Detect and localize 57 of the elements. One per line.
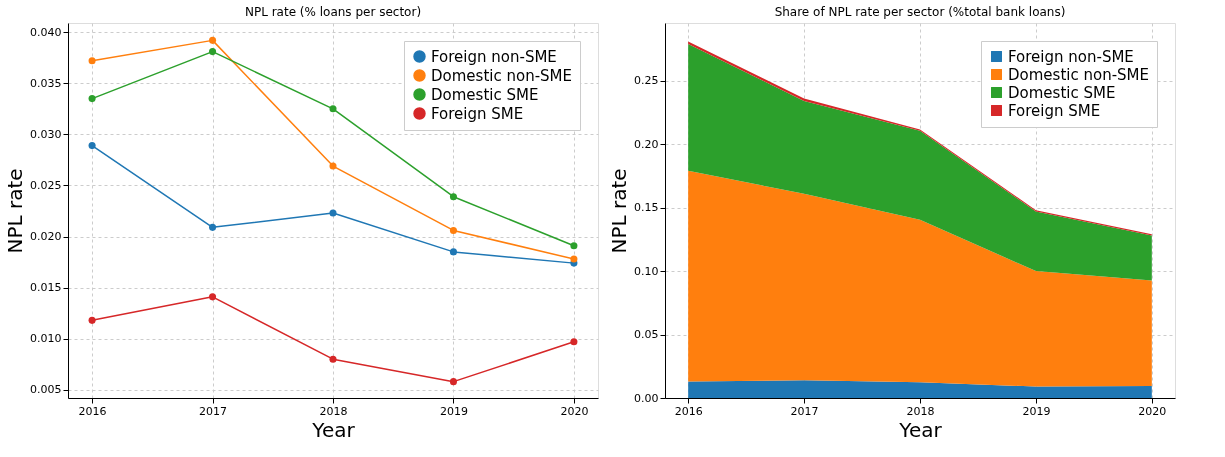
x-tick-label: 2019: [439, 404, 468, 418]
y-tick-label: 0.010: [30, 332, 62, 346]
y-tick-label: 0.015: [30, 281, 62, 295]
point: [449, 248, 457, 256]
y-tick-label: 0.05: [634, 328, 659, 342]
legend-label: Domestic SME: [431, 85, 539, 104]
point: [209, 36, 217, 44]
x-tick-label: 2018: [319, 404, 348, 418]
point: [449, 378, 457, 386]
y-tick-label: 0.030: [30, 127, 62, 141]
x-tick-label: 2020: [1138, 404, 1167, 418]
legend-label: Domestic SME: [1008, 83, 1116, 102]
point: [329, 162, 337, 170]
y-tick-label: 0.20: [634, 137, 659, 151]
legend-label: Foreign non-SME: [1008, 47, 1134, 66]
y-axis-title: NPL rate: [607, 168, 632, 254]
x-tick-label: 2016: [674, 404, 703, 418]
point: [449, 226, 457, 234]
legend-label: Foreign non-SME: [431, 47, 557, 66]
x-tick-label: 2016: [78, 404, 107, 418]
x-tick-label: 2017: [790, 404, 819, 418]
point: [329, 105, 337, 113]
legend-label: Foreign SME: [1008, 101, 1101, 120]
point: [88, 316, 96, 324]
y-tick-label: 0.00: [634, 391, 659, 405]
point: [209, 293, 217, 301]
x-tick-label: 2018: [906, 404, 935, 418]
x-tick-label: 2020: [560, 404, 589, 418]
chart-title: NPL rate (% loans per sector): [244, 5, 422, 19]
x-axis-title: Year: [898, 417, 943, 442]
chart-title: Share of NPL rate per sector (%total bank loans): [774, 5, 1066, 19]
y-tick-label: 0.025: [30, 178, 62, 192]
point: [88, 57, 96, 65]
point: [88, 142, 96, 150]
x-tick-label: 2017: [199, 404, 228, 418]
point: [570, 255, 578, 263]
point: [570, 242, 578, 250]
legend-label: Foreign SME: [431, 104, 524, 123]
legend-label: Domestic non-SME: [1008, 65, 1149, 84]
point: [570, 338, 578, 346]
y-tick-label: 0.035: [30, 76, 62, 90]
point: [209, 223, 217, 231]
point: [329, 355, 337, 363]
point: [209, 48, 217, 56]
point: [329, 209, 337, 217]
point: [449, 193, 457, 201]
y-tick-label: 0.005: [30, 383, 62, 397]
point: [88, 95, 96, 103]
x-tick-label: 2019: [1022, 404, 1051, 418]
y-tick-label: 0.040: [30, 25, 62, 39]
x-axis-title: Year: [311, 417, 356, 442]
y-tick-label: 0.15: [634, 201, 659, 215]
legend-label: Domestic non-SME: [431, 66, 572, 85]
y-tick-label: 0.25: [634, 74, 659, 88]
y-axis-title: NPL rate: [3, 168, 28, 254]
y-tick-label: 0.020: [30, 230, 62, 244]
y-tick-label: 0.10: [634, 264, 659, 278]
